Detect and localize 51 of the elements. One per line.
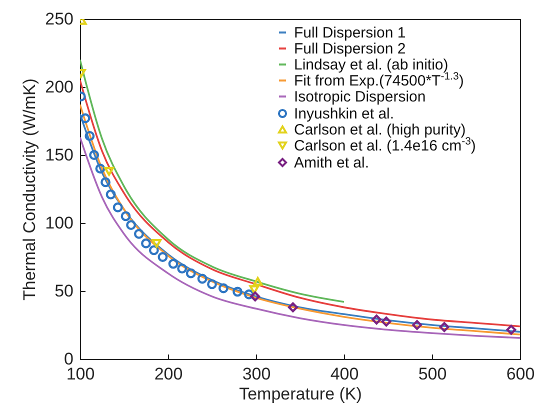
point bbox=[80, 113, 90, 124]
point bbox=[412, 320, 422, 330]
point bbox=[89, 150, 100, 160]
point bbox=[244, 289, 254, 300]
point bbox=[288, 302, 298, 312]
legend-label: Carlson et al. (high purity) bbox=[294, 122, 466, 138]
point bbox=[126, 220, 136, 230]
point bbox=[134, 228, 144, 239]
y-axis-title: Thermal Conductivity (W/mK) bbox=[20, 78, 40, 300]
x-axis-title: Temperature (K) bbox=[239, 384, 362, 404]
point bbox=[141, 238, 151, 248]
legend-label: Amith et al. bbox=[294, 154, 370, 172]
point bbox=[506, 324, 516, 335]
point bbox=[250, 291, 260, 302]
point bbox=[104, 166, 114, 176]
point bbox=[439, 322, 450, 332]
y-tick-label: 50 bbox=[54, 282, 74, 300]
point bbox=[152, 238, 162, 248]
legend-label: Full Dispersion 1 bbox=[294, 24, 406, 42]
point bbox=[249, 285, 260, 294]
legend-label: Isotropic Dispersion bbox=[294, 88, 426, 106]
point bbox=[186, 268, 196, 278]
y-tick-label: 100 bbox=[45, 214, 74, 232]
point bbox=[112, 202, 123, 212]
y-tick-label: 200 bbox=[45, 78, 74, 96]
x-tick-label: 200 bbox=[154, 364, 183, 384]
legend-label: Full Dispersion 2 bbox=[294, 40, 406, 58]
point bbox=[218, 283, 228, 294]
point bbox=[252, 277, 263, 286]
point bbox=[100, 177, 110, 188]
point bbox=[177, 264, 188, 274]
point bbox=[120, 211, 131, 222]
x-tick-label: 300 bbox=[242, 364, 271, 384]
x-tick-label: 600 bbox=[506, 364, 535, 384]
point bbox=[207, 279, 217, 290]
point bbox=[372, 314, 382, 325]
point bbox=[232, 286, 242, 297]
y-tick-label: 150 bbox=[45, 146, 74, 164]
legend-label: Lindsay et al. (ab initio) bbox=[294, 56, 448, 74]
x-tick-label: 500 bbox=[418, 364, 447, 384]
point bbox=[197, 274, 208, 284]
point bbox=[84, 130, 95, 141]
point bbox=[106, 189, 116, 200]
point bbox=[148, 245, 159, 256]
point bbox=[95, 164, 106, 174]
point bbox=[381, 316, 392, 327]
point bbox=[158, 252, 168, 262]
legend-label: Inyushkin et al. bbox=[294, 106, 394, 122]
x-tick-label: 400 bbox=[330, 364, 359, 384]
y-tick-label: 250 bbox=[45, 10, 74, 28]
point bbox=[168, 258, 178, 269]
